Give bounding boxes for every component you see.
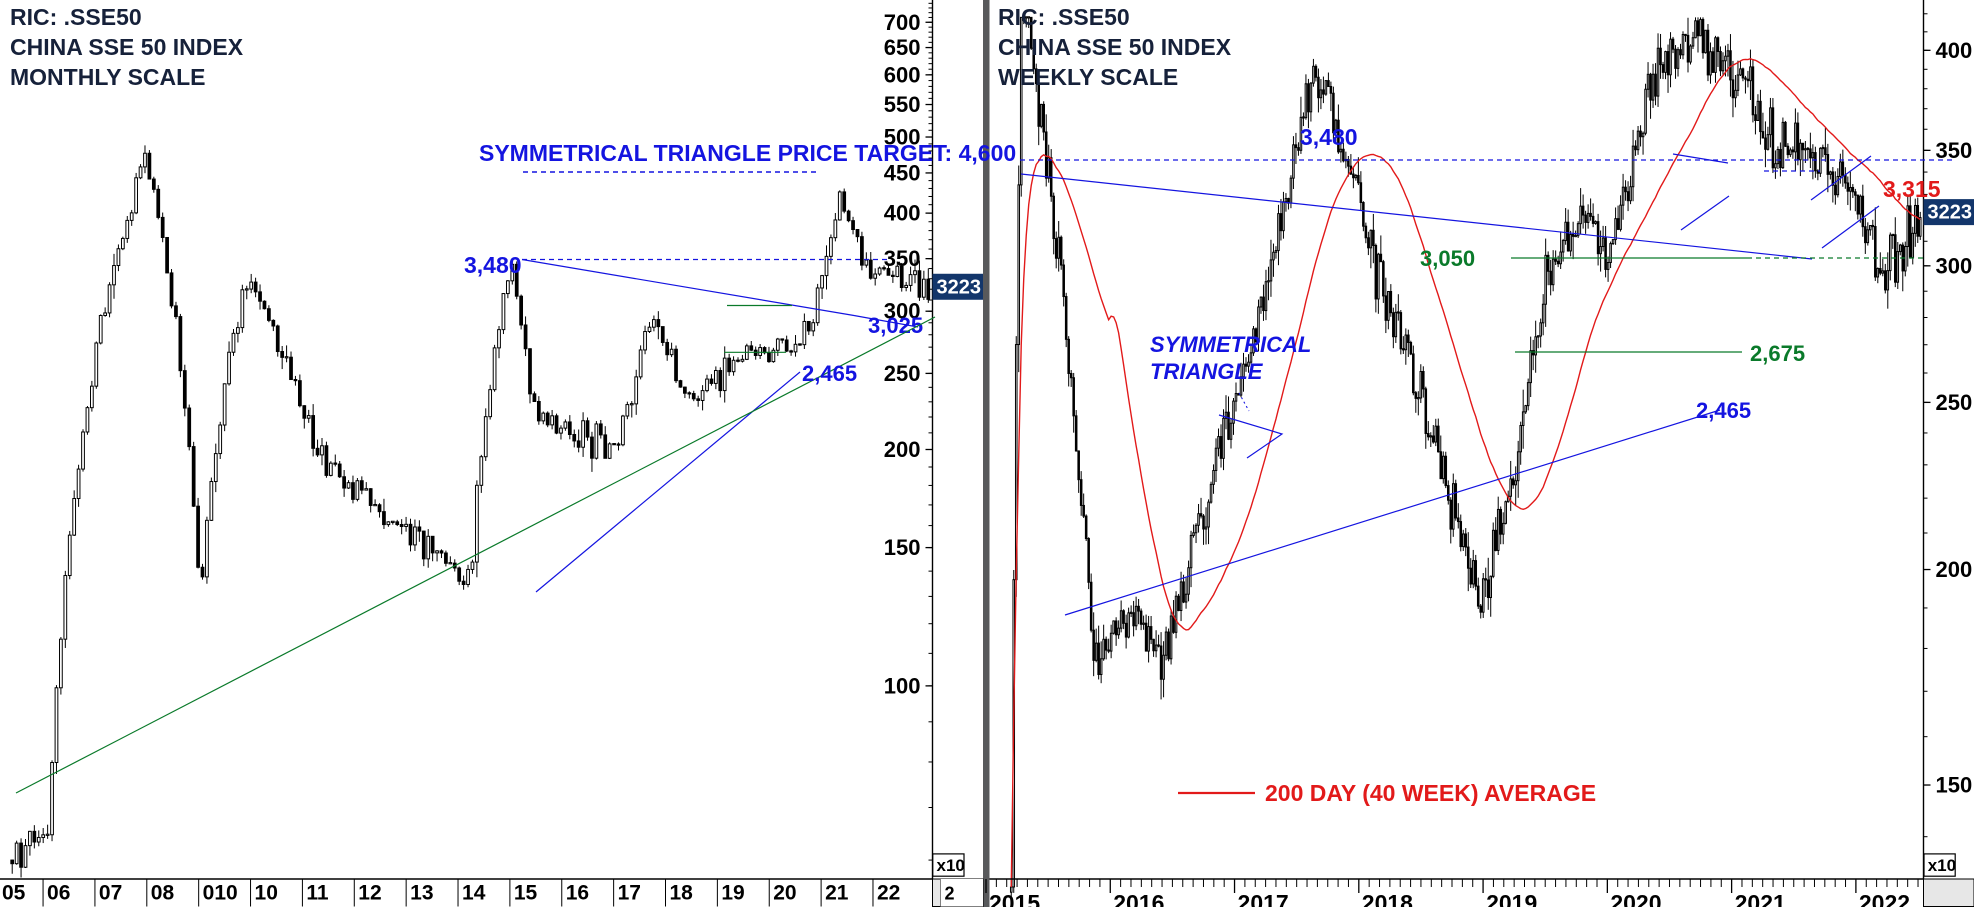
svg-text:07: 07 — [99, 882, 122, 905]
svg-text:250: 250 — [1936, 390, 1973, 415]
svg-text:2022: 2022 — [1859, 890, 1910, 907]
svg-text:MONTHLY SCALE: MONTHLY SCALE — [10, 64, 206, 90]
svg-text:18: 18 — [670, 882, 694, 905]
svg-text:3,315: 3,315 — [1883, 176, 1941, 202]
svg-text:RIC: .SSE50: RIC: .SSE50 — [998, 4, 1130, 30]
svg-text:700: 700 — [884, 10, 921, 35]
svg-text:150: 150 — [1936, 773, 1973, 798]
svg-text:2017: 2017 — [1238, 890, 1289, 907]
svg-text:22: 22 — [877, 882, 900, 905]
svg-text:3,480: 3,480 — [1300, 124, 1358, 150]
svg-text:010: 010 — [203, 882, 238, 905]
svg-text:200 DAY (40 WEEK) AVERAGE: 200 DAY (40 WEEK) AVERAGE — [1265, 780, 1596, 806]
svg-text:08: 08 — [151, 882, 175, 905]
svg-text:2019: 2019 — [1486, 890, 1537, 907]
svg-text:20: 20 — [773, 882, 796, 905]
svg-text:2016: 2016 — [1113, 890, 1164, 907]
svg-text:06: 06 — [47, 882, 70, 905]
svg-text:2021: 2021 — [1735, 890, 1786, 907]
svg-text:3,480: 3,480 — [464, 252, 522, 278]
svg-text:3,050: 3,050 — [1420, 246, 1475, 271]
svg-text:CHINA SSE 50 INDEX: CHINA SSE 50 INDEX — [10, 34, 244, 60]
svg-text:300: 300 — [1936, 253, 1973, 278]
svg-text:600: 600 — [884, 62, 921, 87]
svg-text:2020: 2020 — [1610, 890, 1661, 907]
svg-text:2,675: 2,675 — [1750, 341, 1805, 366]
svg-text:21: 21 — [825, 882, 849, 905]
svg-text:3223: 3223 — [1928, 202, 1973, 224]
svg-text:400: 400 — [884, 201, 921, 226]
svg-text:15: 15 — [514, 882, 538, 905]
svg-text:2,465: 2,465 — [1696, 398, 1751, 423]
svg-text:2015: 2015 — [989, 890, 1040, 907]
svg-text:11: 11 — [306, 882, 329, 905]
svg-text:SYMMETRICAL: SYMMETRICAL — [1150, 332, 1311, 357]
svg-text:250: 250 — [884, 361, 921, 386]
svg-text:17: 17 — [618, 882, 641, 905]
svg-text:650: 650 — [884, 35, 921, 60]
svg-text:350: 350 — [1936, 138, 1973, 163]
svg-text:RIC: .SSE50: RIC: .SSE50 — [10, 4, 142, 30]
svg-text:400: 400 — [1936, 38, 1973, 63]
svg-text:200: 200 — [1936, 557, 1973, 582]
svg-text:100: 100 — [884, 673, 921, 698]
svg-text:3223: 3223 — [937, 276, 982, 298]
svg-text:05: 05 — [2, 882, 26, 905]
svg-text:2,465: 2,465 — [802, 361, 857, 386]
svg-text:200: 200 — [884, 437, 921, 462]
svg-text:150: 150 — [884, 535, 921, 560]
svg-text:WEEKLY SCALE: WEEKLY SCALE — [998, 64, 1178, 90]
svg-text:x10: x10 — [1928, 856, 1956, 875]
svg-text:2018: 2018 — [1362, 890, 1413, 907]
svg-text:10: 10 — [255, 882, 278, 905]
svg-text:3,025: 3,025 — [868, 313, 923, 338]
svg-text:14: 14 — [462, 882, 486, 905]
svg-text:350: 350 — [884, 246, 921, 271]
svg-text:SYMMETRICAL TRIANGLE PRICE TAR: SYMMETRICAL TRIANGLE PRICE TARGET: 4,600 — [479, 140, 1016, 166]
svg-text:550: 550 — [884, 92, 921, 117]
svg-text:TRIANGLE: TRIANGLE — [1150, 359, 1264, 384]
svg-text:12: 12 — [358, 882, 381, 905]
svg-text:16: 16 — [566, 882, 589, 905]
svg-text:CHINA SSE 50 INDEX: CHINA SSE 50 INDEX — [998, 34, 1232, 60]
svg-text:13: 13 — [410, 882, 433, 905]
svg-text:19: 19 — [721, 882, 744, 905]
svg-text:x10: x10 — [937, 856, 965, 875]
svg-text:2: 2 — [945, 884, 955, 904]
